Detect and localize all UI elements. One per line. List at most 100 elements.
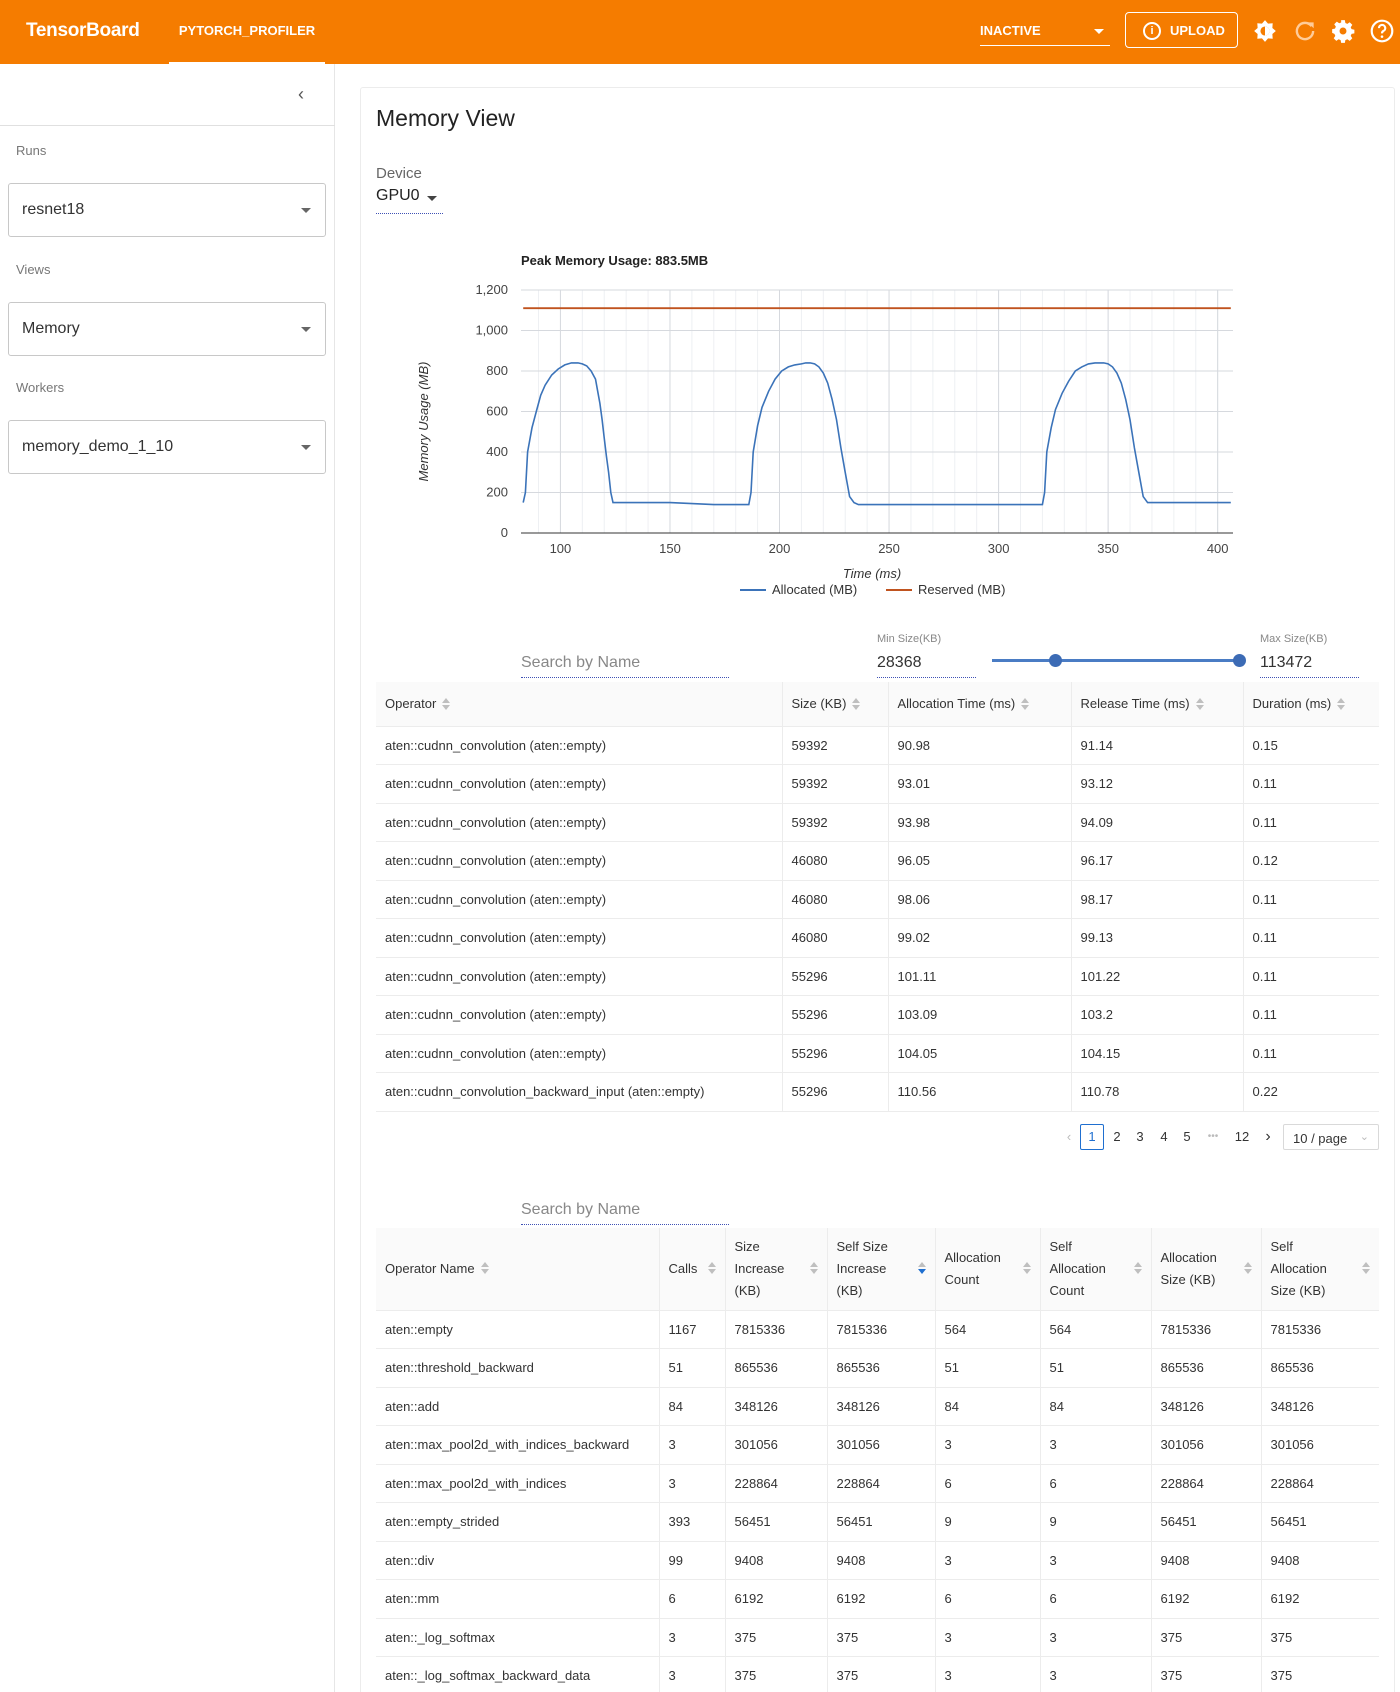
page-size-select[interactable]: 10 / page ⌄ bbox=[1283, 1124, 1379, 1150]
sort-icon[interactable] bbox=[1133, 1262, 1142, 1275]
min-size-input[interactable] bbox=[877, 648, 976, 678]
brightness-icon[interactable] bbox=[1252, 18, 1278, 44]
sort-icon[interactable] bbox=[917, 1262, 926, 1275]
table-cell: 56451 bbox=[1150, 1502, 1261, 1542]
sort-icon[interactable] bbox=[480, 1262, 489, 1275]
page-1[interactable]: 1 bbox=[1080, 1124, 1104, 1150]
table-cell: aten::mm bbox=[376, 1579, 659, 1619]
table-cell: 7815336 bbox=[1260, 1310, 1379, 1349]
table-cell: aten::threshold_backward bbox=[376, 1348, 659, 1388]
table-row[interactable]: aten::cudnn_convolution_backward_input (… bbox=[376, 1072, 1379, 1112]
column-header-self-size-increase[interactable]: Self Size Increase (KB) bbox=[826, 1228, 935, 1311]
table-cell: 348126 bbox=[826, 1387, 935, 1426]
next-page-icon[interactable]: › bbox=[1265, 1128, 1271, 1145]
workers-select[interactable]: memory_demo_1_10 bbox=[8, 420, 326, 474]
sort-icon[interactable] bbox=[852, 698, 861, 711]
collapse-sidebar-icon[interactable]: ‹ bbox=[298, 84, 304, 104]
sort-icon[interactable] bbox=[809, 1262, 818, 1275]
operator-search-input[interactable] bbox=[521, 1195, 729, 1225]
table-row[interactable]: aten::mm 6 6192 6192 6 6 6192 6192 bbox=[376, 1579, 1379, 1619]
sort-icon[interactable] bbox=[1243, 1262, 1252, 1275]
table-cell: 46080 bbox=[781, 880, 888, 919]
column-header-self-allocation-size[interactable]: Self Allocation Size (KB) bbox=[1260, 1228, 1379, 1311]
device-value: GPU0 bbox=[376, 187, 420, 204]
page-ellipsis[interactable]: ••• bbox=[1207, 1131, 1219, 1142]
table-cell: aten::_log_softmax_backward_data bbox=[376, 1656, 659, 1692]
size-slider-min-handle[interactable] bbox=[1049, 654, 1063, 667]
sort-icon[interactable] bbox=[1022, 1262, 1031, 1275]
table-row[interactable]: aten::cudnn_convolution (aten::empty) 593… bbox=[376, 764, 1379, 804]
table-cell: 91.14 bbox=[1070, 726, 1243, 765]
column-header-allocation-time[interactable]: Allocation Time (ms) bbox=[887, 682, 1071, 727]
prev-page-icon[interactable]: ‹ bbox=[1066, 1129, 1072, 1144]
runs-select[interactable]: resnet18 bbox=[8, 183, 326, 237]
table-row[interactable]: aten::threshold_backward 51 865536 865536 51… bbox=[376, 1348, 1379, 1388]
column-header-calls[interactable]: Calls bbox=[658, 1228, 725, 1311]
table-row[interactable]: aten::cudnn_convolution (aten::empty) 593… bbox=[376, 726, 1379, 765]
table-cell: aten::cudnn_convolution (aten::empty) bbox=[376, 841, 782, 881]
column-header-release-time[interactable]: Release Time (ms) bbox=[1070, 682, 1243, 727]
sort-icon[interactable] bbox=[442, 698, 451, 711]
plugin-status-select[interactable]: INACTIVE bbox=[980, 18, 1110, 46]
runs-label: Runs bbox=[16, 143, 47, 158]
page-title: Memory View bbox=[376, 105, 515, 131]
sort-icon[interactable] bbox=[1021, 698, 1030, 711]
table-row[interactable]: aten::max_pool2d_with_indices_backward 3 3… bbox=[376, 1425, 1379, 1465]
page-12[interactable]: 12 bbox=[1234, 1129, 1250, 1144]
table-row[interactable]: aten::empty_strided 393 56451 56451 9 9 56451 5… bbox=[376, 1502, 1379, 1542]
column-header-label: Self Size Increase (KB) bbox=[836, 1238, 888, 1298]
tab-pytorch-profiler[interactable]: PYTORCH_PROFILER bbox=[169, 0, 325, 64]
size-slider-max-handle[interactable] bbox=[1233, 654, 1246, 667]
table-row[interactable]: aten::_log_softmax_backward_data 3 375 375 3… bbox=[376, 1656, 1379, 1692]
help-icon[interactable] bbox=[1369, 18, 1395, 44]
table-row[interactable]: aten::empty 1167 7815336 7815336 564 564 78153… bbox=[376, 1310, 1379, 1349]
chevron-down-icon bbox=[301, 445, 311, 450]
reload-icon[interactable] bbox=[1292, 18, 1318, 44]
table-row[interactable]: aten::cudnn_convolution (aten::empty) 552… bbox=[376, 1034, 1379, 1073]
table-row[interactable]: aten::max_pool2d_with_indices 3 228864 2288… bbox=[376, 1464, 1379, 1503]
sort-icon[interactable] bbox=[1362, 1262, 1370, 1275]
table-row[interactable]: aten::cudnn_convolution (aten::empty) 552… bbox=[376, 995, 1379, 1035]
column-header-operator-name[interactable]: Operator Name bbox=[376, 1228, 659, 1311]
sort-icon[interactable] bbox=[1195, 698, 1204, 711]
column-header-allocation-size[interactable]: Allocation Size (KB) bbox=[1150, 1228, 1261, 1311]
sort-icon[interactable] bbox=[1337, 698, 1346, 711]
size-slider-track[interactable] bbox=[992, 659, 1239, 662]
device-select[interactable]: GPU0 bbox=[376, 187, 443, 214]
column-header-self-allocation-count[interactable]: Self Allocation Count bbox=[1039, 1228, 1151, 1311]
table-row[interactable]: aten::cudnn_convolution (aten::empty) 460… bbox=[376, 880, 1379, 919]
column-header-allocation-count[interactable]: Allocation Count bbox=[934, 1228, 1040, 1311]
page-2[interactable]: 2 bbox=[1113, 1129, 1121, 1144]
column-header-operator[interactable]: Operator bbox=[376, 682, 782, 727]
upload-button[interactable]: i UPLOAD bbox=[1125, 12, 1238, 48]
views-select[interactable]: Memory bbox=[8, 302, 326, 356]
table-row[interactable]: aten::cudnn_convolution (aten::empty) 552… bbox=[376, 957, 1379, 996]
table-row[interactable]: aten::add 84 348126 348126 84 84 348126 348126 bbox=[376, 1387, 1379, 1426]
dropdown-caret-icon bbox=[427, 196, 437, 201]
table-cell: 99 bbox=[658, 1541, 725, 1580]
table-cell: 6192 bbox=[724, 1579, 827, 1619]
column-header-size-increase[interactable]: Size Increase (KB) bbox=[724, 1228, 827, 1311]
sort-icon[interactable] bbox=[707, 1262, 716, 1275]
max-size-input[interactable] bbox=[1260, 648, 1359, 678]
memory-events-table: Operator Size (KB) Allocation Time (ms) … bbox=[376, 682, 1379, 1112]
table-cell: aten::cudnn_convolution (aten::empty) bbox=[376, 880, 782, 919]
table-row[interactable]: aten::div 99 9408 9408 3 3 9408 9408 bbox=[376, 1541, 1379, 1580]
page-3[interactable]: 3 bbox=[1136, 1129, 1144, 1144]
column-header-size[interactable]: Size (KB) bbox=[781, 682, 888, 727]
table-cell: aten::cudnn_convolution (aten::empty) bbox=[376, 803, 782, 842]
table-cell: 103.09 bbox=[887, 995, 1071, 1035]
table-row[interactable]: aten::cudnn_convolution (aten::empty) 460… bbox=[376, 841, 1379, 881]
column-header-duration[interactable]: Duration (ms) bbox=[1242, 682, 1379, 727]
settings-icon[interactable] bbox=[1330, 18, 1356, 44]
page-5[interactable]: 5 bbox=[1183, 1129, 1191, 1144]
table-cell: 3 bbox=[1039, 1425, 1151, 1465]
chevron-down-icon: ⌄ bbox=[1359, 1131, 1369, 1143]
table-row[interactable]: aten::cudnn_convolution (aten::empty) 460… bbox=[376, 918, 1379, 958]
table-cell: 6 bbox=[1039, 1579, 1151, 1619]
table-row[interactable]: aten::_log_softmax 3 375 375 3 3 375 375 bbox=[376, 1618, 1379, 1657]
page-4[interactable]: 4 bbox=[1160, 1129, 1168, 1144]
table-row[interactable]: aten::cudnn_convolution (aten::empty) 593… bbox=[376, 803, 1379, 842]
table-cell: 375 bbox=[1260, 1618, 1379, 1657]
search-by-name-input[interactable] bbox=[521, 648, 729, 678]
